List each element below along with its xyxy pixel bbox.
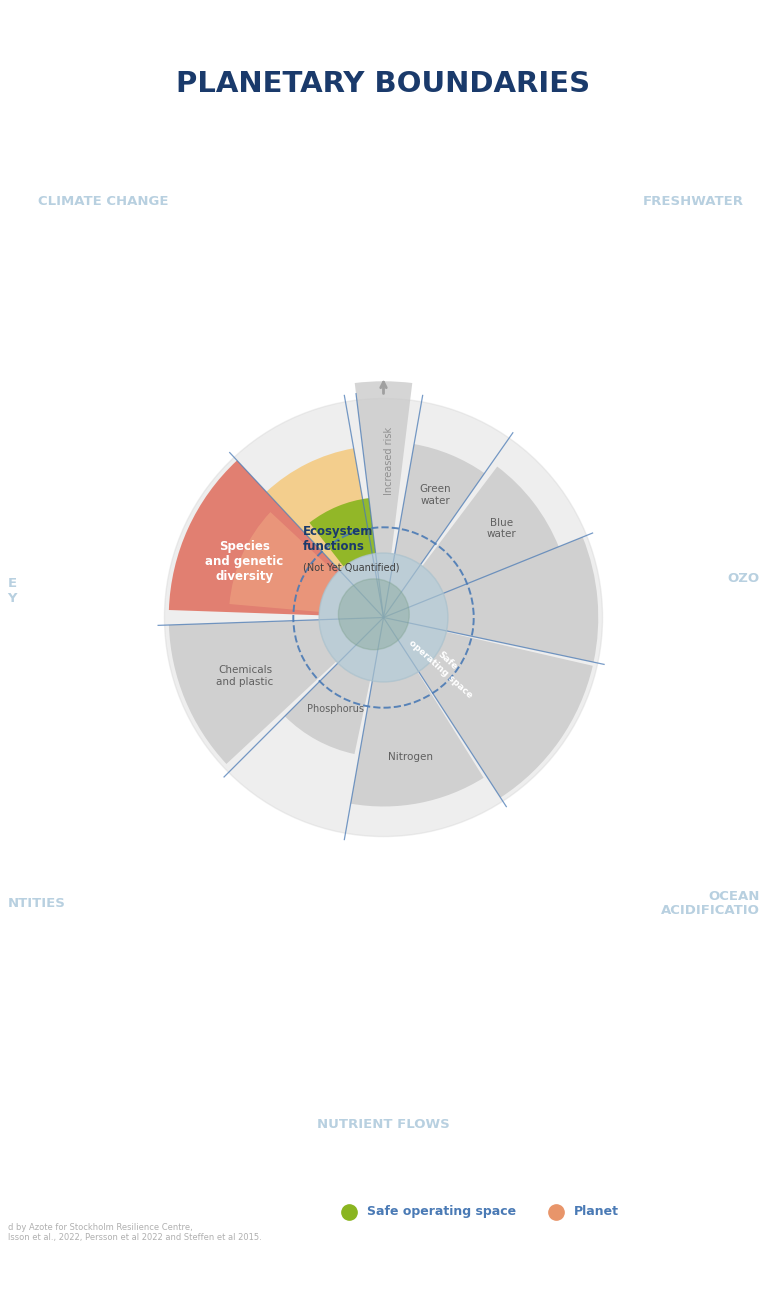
Text: Phosphorus: Phosphorus — [307, 703, 364, 714]
Wedge shape — [309, 498, 376, 567]
Wedge shape — [169, 460, 340, 615]
Text: NUTRIENT FLOWS: NUTRIENT FLOWS — [317, 1118, 450, 1131]
Text: d by Azote for Stockholm Resilience Centre,
lsson et al., 2022, Persson et al 20: d by Azote for Stockholm Resilience Cent… — [8, 1223, 262, 1242]
Text: NTITIES: NTITIES — [8, 897, 65, 910]
Wedge shape — [169, 620, 337, 764]
Text: OZO: OZO — [727, 572, 759, 585]
Text: Ecosystem
functions: Ecosystem functions — [303, 525, 373, 554]
Wedge shape — [395, 445, 485, 564]
Text: (Not Yet Quantified): (Not Yet Quantified) — [303, 562, 400, 572]
Text: OCEAN
ACIDIFICATIO: OCEAN ACIDIFICATIO — [660, 889, 759, 918]
Circle shape — [319, 552, 448, 682]
Text: Nitrogen: Nitrogen — [388, 751, 433, 762]
Text: Blue
water: Blue water — [487, 517, 517, 539]
Text: CLIMATE CHANGE: CLIMATE CHANGE — [38, 195, 169, 208]
Wedge shape — [354, 381, 413, 554]
Wedge shape — [423, 467, 558, 593]
Wedge shape — [285, 663, 370, 754]
Text: Safe operating space: Safe operating space — [367, 1205, 516, 1218]
Text: E
Y: E Y — [8, 577, 17, 606]
Wedge shape — [351, 672, 484, 806]
Text: FRESHWATER: FRESHWATER — [643, 195, 744, 208]
Wedge shape — [266, 448, 372, 571]
Text: PLANETARY BOUNDARIES: PLANETARY BOUNDARIES — [176, 70, 591, 99]
Text: Increased risk: Increased risk — [384, 426, 393, 495]
Text: Planet: Planet — [574, 1205, 619, 1218]
Circle shape — [338, 578, 410, 650]
Wedge shape — [229, 512, 337, 612]
Circle shape — [164, 398, 603, 837]
Text: Safe
operating space: Safe operating space — [407, 630, 482, 699]
Wedge shape — [419, 632, 593, 798]
Text: Green
water: Green water — [420, 484, 451, 506]
Text: Chemicals
and plastic: Chemicals and plastic — [216, 666, 274, 686]
Text: Species
and genetic
diversity: Species and genetic diversity — [205, 540, 283, 582]
Wedge shape — [443, 537, 598, 662]
